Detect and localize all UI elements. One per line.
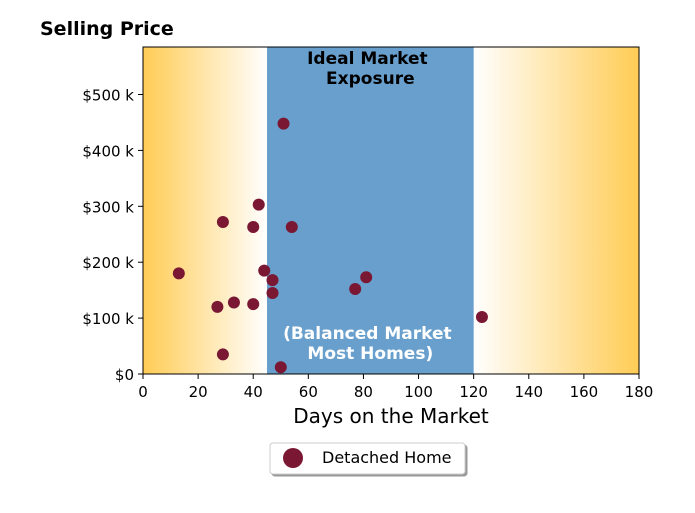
x-tick-label: 60: [299, 383, 318, 401]
data-point: [172, 267, 185, 280]
band-bottom-label-line-1: (Balanced Market: [283, 324, 452, 344]
x-tick-label: 80: [354, 383, 373, 401]
band-top-label-line-2: Exposure: [326, 69, 415, 89]
data-points: [172, 117, 488, 374]
data-point: [247, 220, 260, 233]
y-tick-label: $300 k: [82, 198, 134, 216]
legend: Detached Home: [269, 442, 466, 475]
y-tick-label: $200 k: [82, 254, 134, 272]
x-tick-label: 160: [570, 383, 599, 401]
data-point: [247, 298, 260, 311]
y-tick-label: $500 k: [82, 87, 134, 105]
data-point: [360, 271, 373, 284]
data-point: [274, 361, 287, 374]
data-point: [258, 264, 271, 277]
data-point: [277, 117, 290, 130]
band-top-label: Ideal Market Exposure: [307, 49, 433, 89]
x-tick-label: 180: [625, 383, 654, 401]
left-gradient-region: [143, 47, 267, 374]
band-top-label-line-1: Ideal Market: [307, 49, 428, 69]
x-axis-title: Days on the Market: [293, 404, 489, 428]
band-bottom-label: (Balanced Market Most Homes): [283, 324, 458, 364]
data-point: [252, 198, 265, 211]
data-point: [349, 283, 362, 296]
x-tick-label: 40: [244, 383, 263, 401]
x-axis: 0 20 40 60 80 100 120 140 160 180: [138, 374, 653, 401]
x-tick-label: 140: [514, 383, 543, 401]
plot-area: Ideal Market Exposure (Balanced Market M…: [142, 46, 640, 375]
y-tick-label: $0: [115, 366, 134, 384]
y-axis: $0 $100 k $200 k $300 k $400 k $500 k: [82, 87, 143, 384]
x-tick-label: 20: [189, 383, 208, 401]
data-point: [216, 348, 229, 361]
data-point: [227, 296, 240, 309]
x-tick-label: 100: [404, 383, 433, 401]
right-gradient-region: [473, 47, 639, 374]
data-point: [266, 286, 279, 299]
ideal-market-band: [267, 47, 474, 374]
y-tick-label: $400 k: [82, 142, 134, 160]
x-tick-label: 120: [459, 383, 488, 401]
band-bottom-label-line-2: Most Homes): [307, 344, 433, 364]
x-tick-label: 0: [138, 383, 148, 401]
data-point: [285, 220, 298, 233]
chart-title: Selling Price: [40, 18, 174, 40]
legend-box: [269, 442, 466, 475]
y-tick-label: $100 k: [82, 310, 134, 328]
data-point: [475, 310, 488, 323]
data-point: [211, 300, 224, 313]
plot-frame: [142, 46, 640, 375]
legend-marker: [283, 448, 303, 468]
data-point: [216, 215, 229, 228]
legend-label: Detached Home: [322, 448, 452, 467]
data-point: [266, 274, 279, 287]
